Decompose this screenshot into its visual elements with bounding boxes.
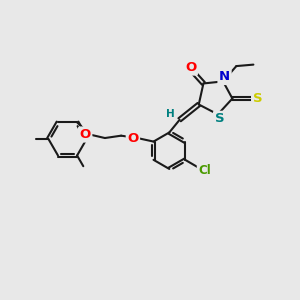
Text: O: O bbox=[127, 131, 139, 145]
Text: S: S bbox=[253, 92, 262, 105]
Text: S: S bbox=[214, 112, 224, 125]
Text: O: O bbox=[80, 128, 91, 141]
Text: Cl: Cl bbox=[198, 164, 211, 177]
Text: N: N bbox=[219, 70, 230, 83]
Text: O: O bbox=[185, 61, 196, 74]
Text: H: H bbox=[167, 110, 175, 119]
